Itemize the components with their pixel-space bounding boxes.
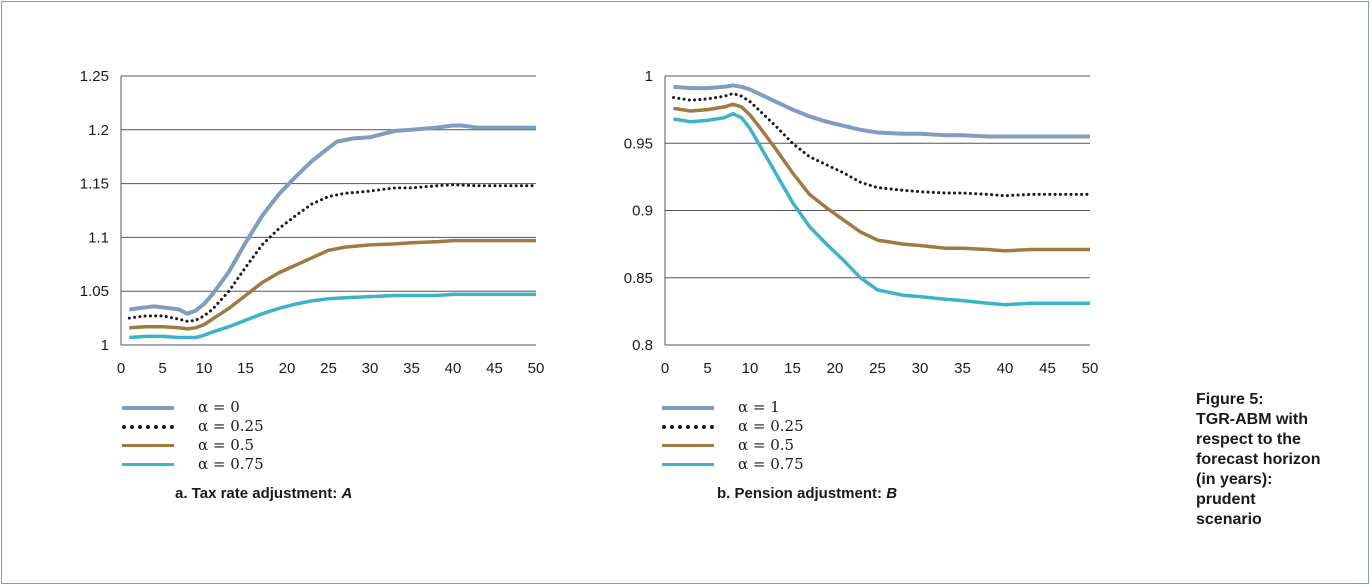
legend-swatch	[662, 424, 714, 429]
x-tick-label: 40	[997, 360, 1014, 377]
x-tick-label: 15	[237, 360, 254, 377]
x-tick-label: 30	[362, 360, 379, 377]
legend-entry: α = 0.5	[662, 436, 804, 455]
legend-label: α = 0	[198, 398, 240, 416]
legend-swatch	[122, 424, 174, 429]
x-tick-label: 30	[912, 360, 929, 377]
series-line	[129, 238, 536, 331]
caption-chart-a-text: a. Tax rate adjustment:	[175, 485, 342, 502]
figure-caption-line: forecast horizon	[1196, 451, 1321, 468]
x-tick-label: 45	[486, 360, 503, 377]
x-tick-label: 5	[703, 360, 711, 377]
caption-chart-a-variable: A	[341, 485, 353, 502]
legend-entry: α = 1	[662, 398, 804, 417]
legend-swatch	[122, 444, 174, 447]
y-tick-label: 0.9	[632, 203, 653, 220]
legend-label: α = 0.25	[738, 417, 804, 435]
y-tick-label: 1.2	[88, 122, 109, 139]
chart-tax-rate-adjustment: 1 1.05 1.1 1.15 1.2 1.25 0 5 10 15 20 25 30 35 40 45 50	[80, 68, 545, 377]
figure-caption-line: TGR-ABM with	[1196, 411, 1308, 428]
x-tick-label: 0	[661, 360, 669, 377]
legend-entry: α = 0.25	[122, 417, 264, 436]
series-line	[127, 183, 538, 323]
legend-entry: α = 0.25	[662, 417, 804, 436]
legend-entry: α = 0.5	[122, 436, 264, 455]
legend-entry: α = 0	[122, 398, 264, 417]
caption-chart-b-variable: B	[886, 485, 898, 502]
legend-swatch	[662, 463, 714, 466]
x-tick-label: 40	[445, 360, 462, 377]
series-line	[673, 83, 1090, 139]
caption-chart-b: b. Pension adjustment: B	[717, 485, 897, 502]
x-tick-label: 25	[320, 360, 337, 377]
figure-caption-line: scenario	[1196, 511, 1262, 528]
legend-entry: α = 0.75	[122, 455, 264, 474]
legend-label: α = 0.75	[198, 455, 264, 473]
figure-caption: Figure 5: TGR-ABM with respect to the fo…	[1196, 390, 1346, 530]
x-tick-label: 5	[158, 360, 166, 377]
legend-label: α = 0.5	[198, 436, 255, 454]
figure-caption-line: prudent	[1196, 491, 1256, 508]
x-tick-label: 20	[827, 360, 844, 377]
legend-label: α = 0.75	[738, 455, 804, 473]
y-tick-label: 0.95	[624, 135, 653, 152]
x-tick-label: 45	[1039, 360, 1056, 377]
x-tick-label: 20	[279, 360, 296, 377]
legend-label: α = 1	[738, 398, 780, 416]
legend-swatch	[662, 444, 714, 447]
legend-swatch	[662, 405, 714, 410]
series-line	[673, 102, 1090, 253]
figure-caption-line: (in years):	[1196, 471, 1273, 488]
x-tick-label: 50	[528, 360, 545, 377]
y-tick-label: 1	[101, 337, 109, 354]
y-tick-label: 0.85	[624, 270, 653, 287]
x-tick-label: 10	[196, 360, 213, 377]
y-tick-label: 1.25	[80, 68, 109, 85]
figure-caption-line: respect to the	[1196, 431, 1301, 448]
legend-entry: α = 0.75	[662, 455, 804, 474]
series-line	[129, 123, 536, 316]
x-tick-label: 25	[869, 360, 886, 377]
caption-chart-b-text: b. Pension adjustment:	[717, 485, 887, 502]
y-tick-label: 1.1	[88, 229, 109, 246]
series-line	[672, 92, 1092, 198]
legend-label: α = 0.25	[198, 417, 264, 435]
caption-chart-a: a. Tax rate adjustment: A	[175, 485, 352, 502]
x-tick-label: 50	[1082, 360, 1099, 377]
series-line	[673, 111, 1090, 307]
x-tick-label: 0	[117, 360, 125, 377]
y-tick-label: 0.8	[632, 337, 653, 354]
legend-swatch	[122, 405, 174, 410]
series-line	[129, 292, 536, 340]
y-tick-label: 1.15	[80, 176, 109, 193]
y-tick-label: 1.05	[80, 283, 109, 300]
legend-label: α = 0.5	[738, 436, 795, 454]
figure-caption-line: Figure 5:	[1196, 391, 1264, 408]
x-tick-label: 35	[403, 360, 420, 377]
y-tick-label: 1	[645, 68, 653, 85]
x-tick-label: 10	[742, 360, 759, 377]
x-tick-label: 35	[954, 360, 971, 377]
legend-swatch	[122, 463, 174, 466]
x-tick-label: 15	[784, 360, 801, 377]
